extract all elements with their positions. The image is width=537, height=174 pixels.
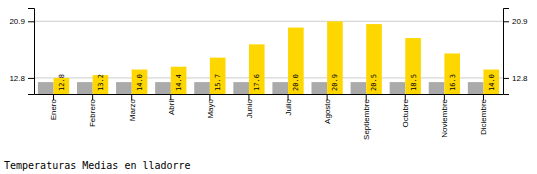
y-tick: 20.9 — [503, 17, 528, 26]
x-tick-label: Septiembre — [362, 98, 371, 139]
bar — [194, 82, 210, 94]
bar — [311, 82, 327, 94]
bar — [249, 44, 265, 94]
bar — [405, 38, 421, 94]
bar — [93, 75, 109, 94]
x-tick-label: Marzo — [128, 98, 137, 121]
data-label: 15.7 — [214, 74, 222, 91]
data-label: 20.0 — [292, 74, 300, 91]
x-tick: Enero — [49, 94, 58, 120]
data-label: 20.5 — [370, 74, 378, 91]
bar — [366, 24, 382, 94]
x-axis: Enero Febrero Marzo Abril Mayo Junio Julio Agos… — [35, 94, 504, 140]
bar — [77, 82, 93, 94]
data-label: 14.4 — [175, 74, 183, 91]
data-label: 16.3 — [449, 74, 457, 91]
bar — [429, 82, 445, 94]
grid — [34, 21, 503, 78]
bar — [444, 53, 460, 94]
y-axis-line — [28, 9, 35, 95]
x-tick: Octubre — [401, 94, 410, 127]
y-tick-mark — [503, 78, 509, 79]
y-axis-line-right — [504, 9, 510, 95]
x-tick-label: Noviembre — [440, 98, 449, 137]
y-axis-right: 12.8 20.9 — [503, 9, 528, 95]
y-tick-label: 12.8 — [512, 74, 528, 83]
x-tick-label: Abril — [167, 99, 176, 115]
y-tick-mark — [28, 21, 34, 22]
bar — [171, 67, 187, 94]
series — [54, 21, 500, 94]
x-tick: Mayo — [206, 94, 215, 119]
data-label: 20.9 — [331, 74, 339, 91]
bar — [351, 82, 367, 94]
y-axis: 12.8 20.9 — [9, 9, 34, 95]
x-tick-label: Julio — [284, 98, 293, 115]
x-tick-label: Febrero — [88, 98, 97, 127]
data-label: 18.5 — [410, 74, 418, 91]
y-tick-label: 20.9 — [512, 17, 528, 26]
grid-line — [34, 21, 503, 22]
data-labels: 12.8 13.2 14.0 14.4 15.7 17.6 20.0 20.9 20.5 18.5… — [58, 74, 496, 91]
bar — [116, 82, 132, 94]
bar — [327, 21, 343, 94]
bar — [468, 82, 484, 94]
y-tick-label: 20.9 — [9, 17, 25, 26]
data-label: 17.6 — [253, 74, 261, 91]
x-tick: Septiembre — [362, 94, 371, 140]
bar — [288, 28, 304, 94]
bar — [210, 58, 226, 94]
x-tick-label: Mayo — [206, 98, 215, 118]
x-tick: Julio — [284, 94, 293, 115]
x-tick-label: Junio — [245, 98, 254, 118]
x-tick: Diciembre — [479, 94, 488, 135]
y-tick: 12.8 — [9, 74, 34, 83]
bar — [38, 82, 54, 94]
title: Temperaturas Medias en lladorre — [4, 160, 191, 171]
x-tick-label: Octubre — [401, 98, 410, 127]
x-tick: Noviembre — [440, 94, 449, 138]
bar — [233, 82, 249, 94]
y-tick: 20.9 — [9, 17, 34, 26]
x-tick: Febrero — [88, 94, 97, 127]
x-tick-label: Diciembre — [479, 98, 488, 135]
y-tick-label: 12.8 — [9, 74, 25, 83]
x-axis-line — [35, 94, 504, 95]
x-tick: Marzo — [128, 94, 137, 121]
x-tick: Agosto — [323, 94, 332, 124]
data-label: 12.8 — [58, 74, 66, 91]
data-label: 14.0 — [488, 74, 496, 91]
y-tick-mark — [28, 78, 34, 79]
x-tick-label: Agosto — [323, 98, 332, 123]
bar — [272, 82, 288, 94]
chart: Enero Febrero Marzo Abril Mayo Junio Julio Agos… — [0, 0, 537, 174]
bar — [132, 70, 148, 94]
x-tick: Abril — [167, 94, 176, 115]
data-label: 14.0 — [136, 74, 144, 91]
bar — [483, 70, 499, 94]
x-tick: Junio — [245, 94, 254, 118]
x-tick-label: Enero — [49, 98, 58, 120]
bars — [38, 21, 499, 94]
y-tick-mark — [503, 21, 509, 22]
bar — [155, 82, 171, 94]
data-label: 13.2 — [97, 74, 105, 91]
bar — [390, 82, 406, 94]
y-tick: 12.8 — [503, 74, 528, 83]
